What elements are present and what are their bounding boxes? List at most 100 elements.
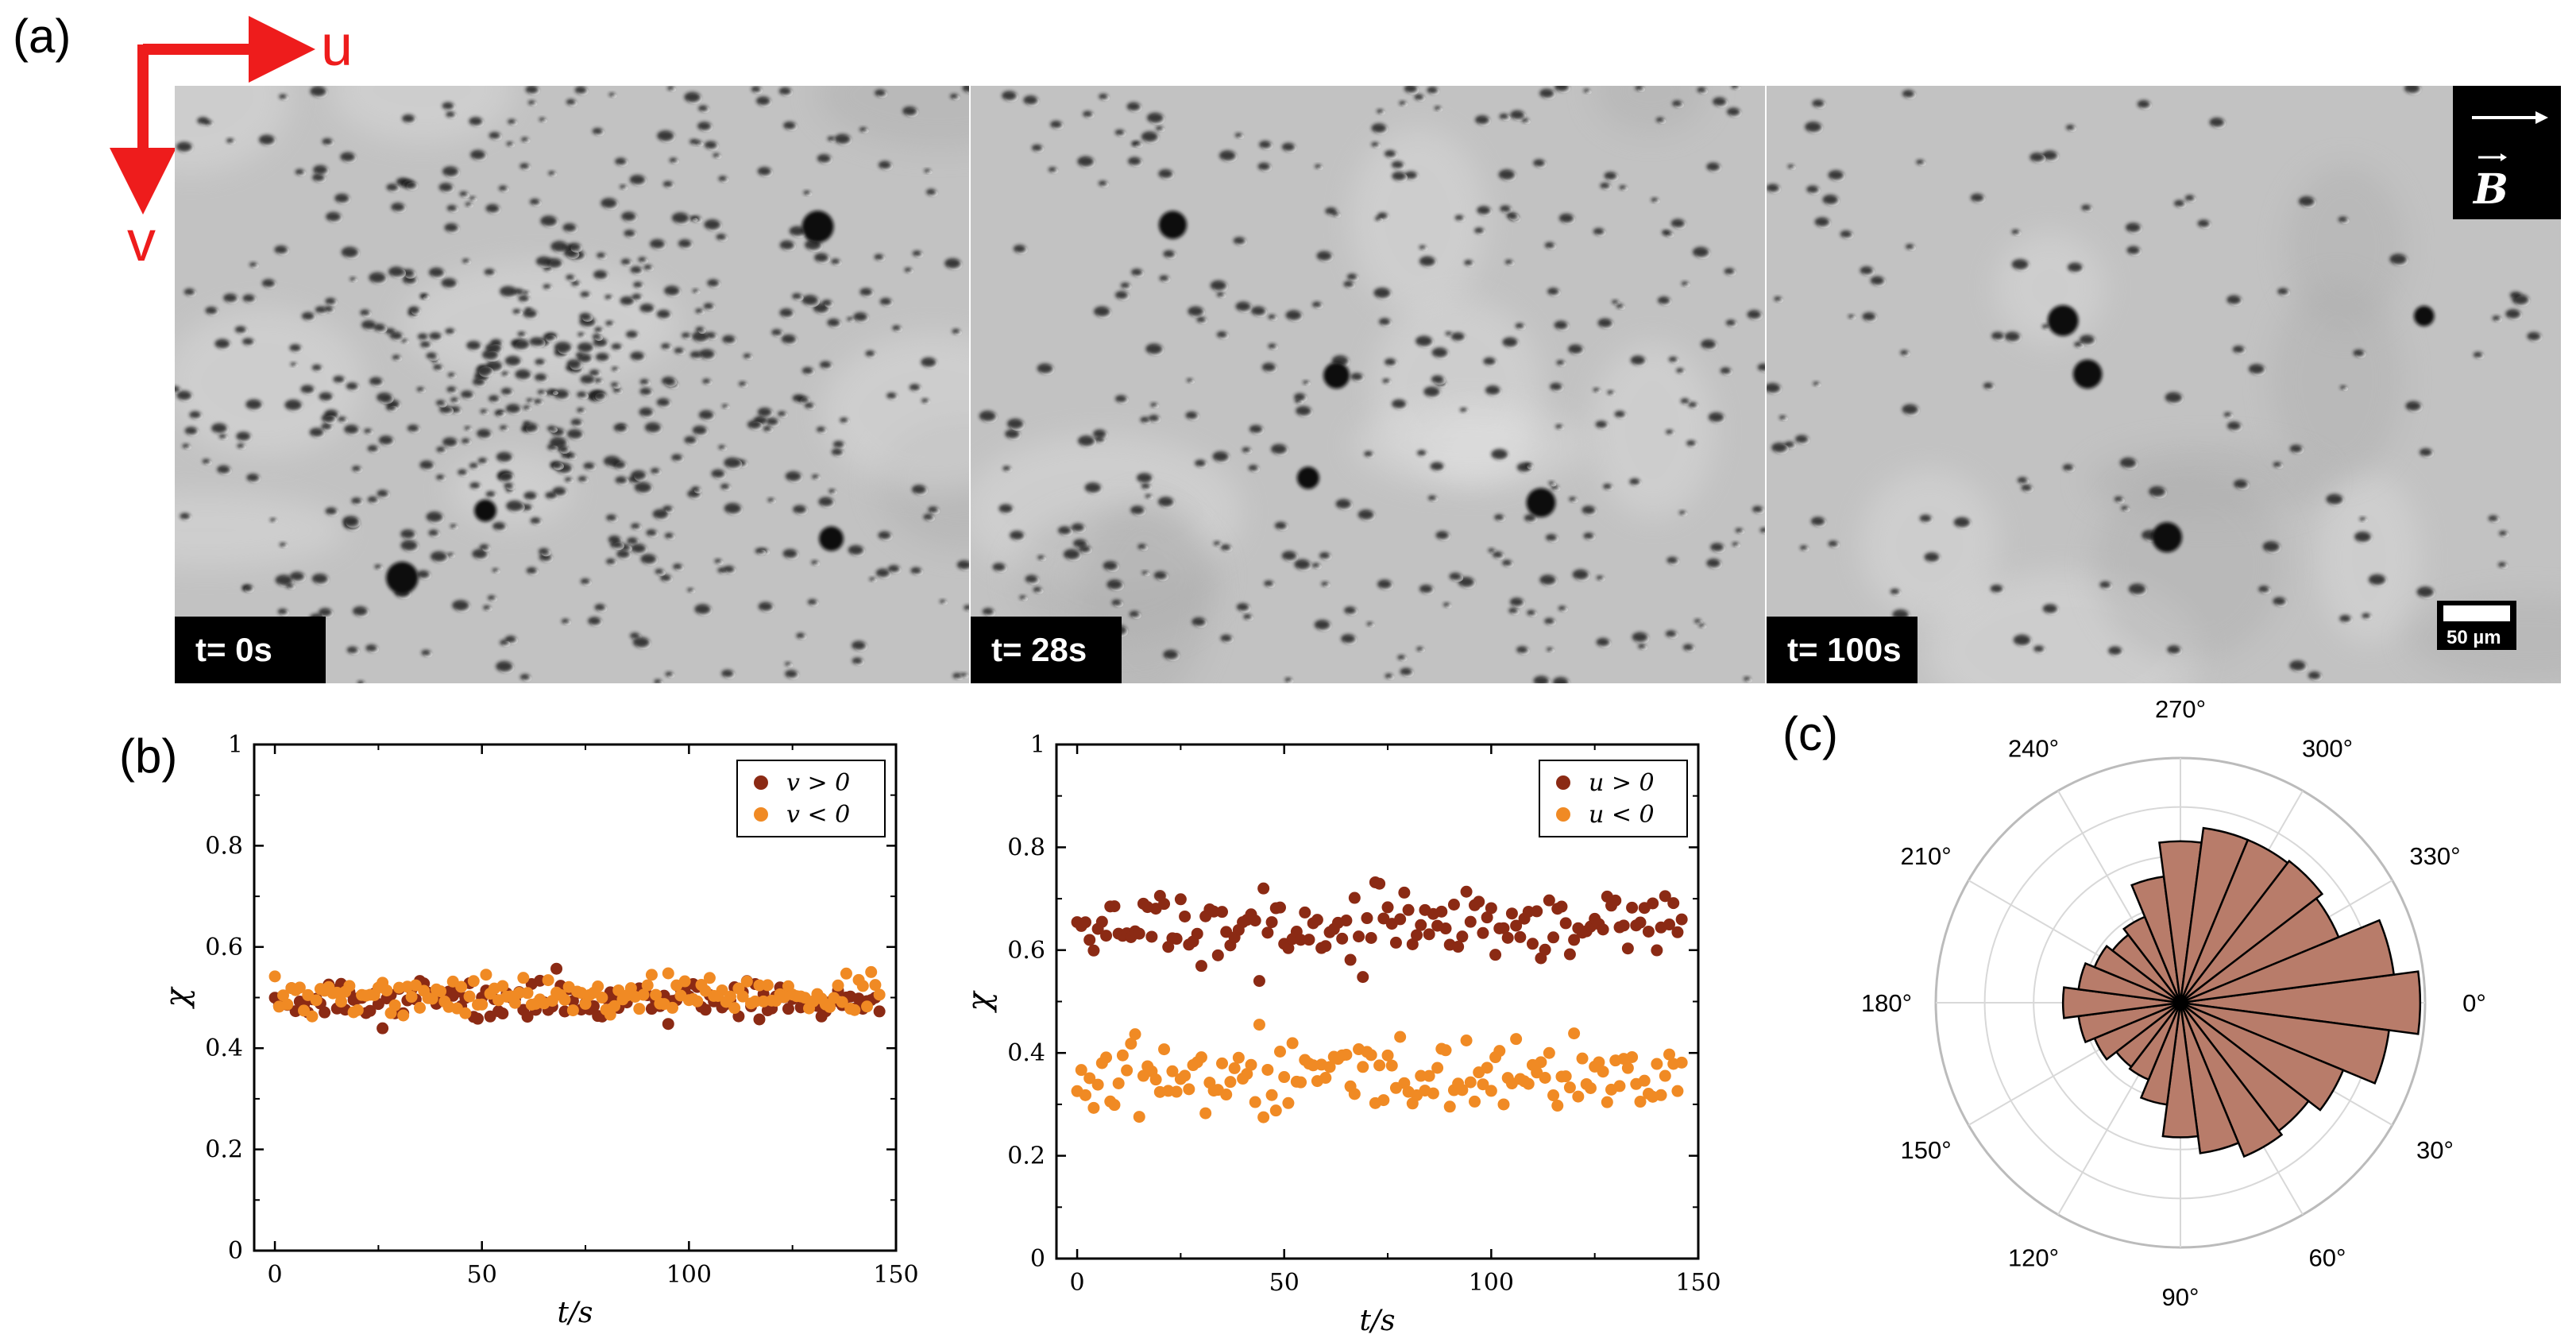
particle <box>610 382 619 388</box>
particle <box>342 516 359 526</box>
particle <box>626 331 638 338</box>
data-point <box>1514 930 1527 943</box>
particle <box>450 397 458 403</box>
particle <box>1607 390 1614 395</box>
particle <box>504 482 513 489</box>
particle <box>818 497 833 507</box>
particle <box>204 120 212 126</box>
data-point <box>1249 915 1261 927</box>
particle <box>1434 106 1441 110</box>
particle <box>1235 301 1251 311</box>
data-point <box>1443 1100 1456 1113</box>
particle <box>1774 296 1782 302</box>
particle <box>923 513 933 520</box>
data-point <box>1551 1100 1564 1112</box>
particle <box>892 325 901 331</box>
particle <box>1491 449 1508 460</box>
particle <box>661 343 670 350</box>
data-point <box>753 1013 766 1026</box>
particle <box>461 438 470 444</box>
particle <box>1423 386 1440 397</box>
particle <box>552 486 566 496</box>
time-label: t= 28s <box>991 631 1087 668</box>
particle <box>580 578 590 585</box>
particle <box>1725 319 1736 326</box>
legend-marker <box>754 775 768 790</box>
particle <box>747 420 762 429</box>
data-point <box>1195 960 1207 973</box>
particle <box>1991 331 2004 340</box>
data-point <box>1158 898 1171 911</box>
particle <box>1284 677 1292 683</box>
particle <box>416 387 424 392</box>
particle <box>1757 363 1765 371</box>
particle <box>311 364 322 371</box>
particle <box>962 86 969 92</box>
particle <box>1031 144 1043 152</box>
texture-patch <box>821 334 969 492</box>
particle <box>1431 347 1448 358</box>
particle <box>1058 526 1072 535</box>
data-point <box>1373 877 1386 890</box>
data-point <box>319 1006 331 1019</box>
polar-bar <box>2180 1001 2345 1112</box>
particle <box>646 529 657 536</box>
particle <box>1141 131 1158 142</box>
field-arrowhead <box>2535 111 2548 124</box>
particle <box>797 396 809 403</box>
particle <box>651 467 660 474</box>
particle <box>319 608 332 617</box>
data-point <box>662 967 674 980</box>
particle <box>1296 405 1311 416</box>
particle <box>481 350 499 360</box>
data-point <box>1510 919 1523 932</box>
data-point <box>1481 1062 1493 1074</box>
particle <box>1666 556 1678 564</box>
particle <box>926 188 937 195</box>
particle <box>879 297 892 305</box>
data-point <box>1485 902 1497 915</box>
data-point <box>1228 1062 1241 1074</box>
particle <box>180 512 191 520</box>
particle <box>796 632 805 639</box>
particle <box>1548 481 1554 485</box>
particle <box>313 164 328 175</box>
data-point <box>1621 1062 1634 1074</box>
data-point <box>566 1004 579 1017</box>
particle <box>639 378 649 385</box>
data-point <box>1174 893 1187 906</box>
particle <box>643 265 652 270</box>
particle <box>1130 505 1145 515</box>
particle <box>452 600 469 611</box>
particle <box>1350 373 1363 381</box>
particle <box>535 373 547 381</box>
particle <box>504 355 521 366</box>
particle <box>469 196 476 200</box>
particle <box>692 288 698 293</box>
particle <box>1382 378 1390 384</box>
particle <box>1384 149 1396 157</box>
data-point <box>699 1004 712 1016</box>
data-point <box>1402 903 1415 916</box>
data-point <box>1133 927 1145 940</box>
particle <box>2289 444 2303 453</box>
particle <box>840 417 848 423</box>
particle <box>518 295 529 302</box>
particle <box>639 304 655 313</box>
particle <box>357 680 365 683</box>
particle <box>346 646 358 654</box>
y-tick-label: 1 <box>1030 731 1045 759</box>
particle <box>665 671 673 677</box>
particle <box>475 365 492 376</box>
particle <box>401 338 407 343</box>
particle <box>1404 171 1418 180</box>
particle <box>566 274 575 280</box>
particle-halo <box>701 46 709 52</box>
particle <box>1319 552 1330 559</box>
data-point <box>1568 934 1581 946</box>
particle <box>391 203 405 211</box>
data-point <box>1170 933 1183 946</box>
particle <box>526 398 533 403</box>
polar-bar <box>2128 1002 2182 1081</box>
particle <box>402 114 415 123</box>
